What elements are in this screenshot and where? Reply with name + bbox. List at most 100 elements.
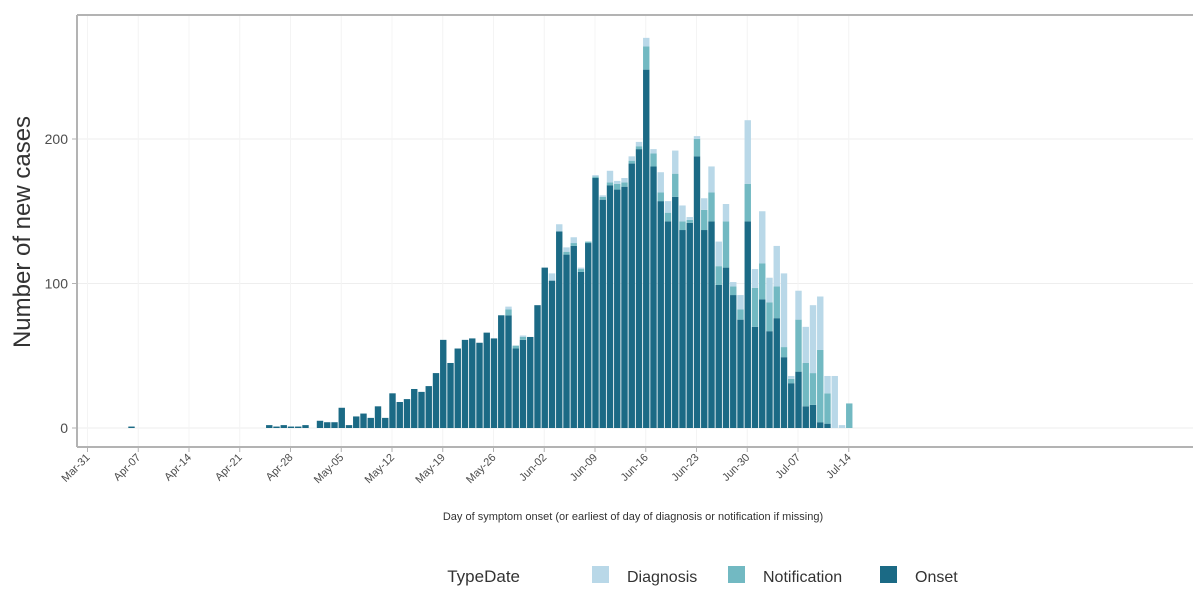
bar-diagnosis [650, 149, 657, 154]
bar-notification [780, 347, 788, 358]
bar-onset [360, 413, 367, 428]
bar-notification [563, 251, 570, 255]
bar-onset [715, 284, 722, 428]
bar-notification [802, 362, 809, 407]
bar-onset [353, 416, 360, 428]
y-tick-label: 200 [45, 131, 69, 147]
bar-notification [744, 183, 751, 222]
bar-diagnosis [737, 295, 744, 310]
bar-onset [563, 254, 570, 428]
bar-onset [316, 420, 324, 428]
bar-onset [295, 426, 302, 429]
bar-diagnosis [548, 273, 556, 281]
bar-notification [751, 287, 759, 327]
bar-onset [505, 315, 512, 428]
bar-diagnosis [817, 296, 824, 350]
bar-diagnosis [686, 217, 693, 220]
bar-onset [338, 407, 345, 428]
bar-diagnosis [599, 195, 606, 197]
bar-onset [461, 339, 469, 429]
bar-onset [534, 305, 541, 429]
bar-onset [788, 383, 795, 428]
x-tick-label: Apr-14 [162, 452, 194, 484]
bar-notification [686, 219, 693, 223]
bar-onset [795, 371, 802, 428]
bar-diagnosis [556, 224, 563, 232]
bar-diagnosis [701, 198, 708, 210]
bar-onset [432, 373, 440, 428]
bar-notification [701, 209, 708, 231]
bar-onset [708, 221, 715, 428]
bar-onset [664, 221, 672, 428]
bar-notification [657, 192, 664, 202]
bar-notification [650, 153, 657, 167]
bar-notification [592, 176, 599, 179]
legend-label-onset: Onset [915, 569, 958, 586]
bar-onset [556, 231, 563, 428]
bar-diagnosis [621, 178, 628, 183]
bar-onset [809, 404, 817, 428]
bar-diagnosis [592, 175, 599, 177]
bar-onset [585, 243, 592, 428]
x-tick-label: Jul-14 [824, 452, 854, 482]
bar-onset [287, 426, 295, 429]
bar-onset [519, 339, 527, 429]
bar-onset [302, 425, 309, 428]
bar-notification [824, 393, 831, 424]
x-tick-label: Mar-31 [59, 452, 92, 485]
x-tick-label: Apr-07 [112, 452, 144, 484]
bar-notification [585, 241, 592, 244]
bar-diagnosis [766, 277, 773, 303]
bar-diagnosis [664, 201, 672, 213]
bar-notification [788, 378, 795, 384]
bar-onset [374, 406, 382, 428]
x-tick-label: May-19 [413, 452, 447, 486]
bar-notification [759, 263, 766, 300]
bar-onset [722, 267, 730, 429]
x-tick-label: Jun-23 [669, 452, 701, 484]
bar-notification [737, 309, 744, 320]
bar-notification [614, 183, 621, 190]
bar-onset [577, 271, 585, 428]
x-tick-label: Jun-02 [517, 452, 549, 484]
legend-swatch-notification [728, 566, 745, 583]
bar-diagnosis [643, 37, 650, 47]
bar-diagnosis [715, 241, 722, 267]
bar-diagnosis [809, 305, 817, 374]
x-tick-label: Jun-16 [619, 452, 651, 484]
bar-onset [780, 357, 788, 428]
bar-onset [650, 166, 657, 428]
bar-notification [635, 146, 643, 150]
bar-diagnosis [679, 205, 686, 222]
bar-notification [766, 302, 773, 332]
bar-onset [744, 221, 751, 428]
bar-onset [345, 425, 353, 428]
bar-notification [809, 373, 817, 405]
bar-diagnosis [693, 136, 701, 139]
bar-onset [331, 422, 338, 428]
bar-onset [469, 338, 476, 428]
bar-onset [672, 196, 679, 428]
bar-notification [512, 345, 519, 349]
bar-diagnosis [751, 269, 759, 288]
bar-onset [592, 178, 599, 428]
bar-notification [599, 196, 606, 200]
bar-diagnosis [505, 306, 512, 310]
grid-layer [77, 15, 1193, 447]
bar-onset [679, 230, 686, 428]
bar-onset [447, 362, 454, 429]
bar-onset [280, 425, 287, 428]
bar-onset [628, 163, 635, 428]
bar-onset [527, 336, 534, 428]
bar-diagnosis [672, 150, 679, 174]
bar-onset [541, 267, 548, 429]
bar-onset [367, 417, 374, 428]
bar-onset [802, 406, 809, 428]
bar-notification [817, 349, 824, 423]
bar-diagnosis [722, 204, 730, 222]
bar-onset [454, 348, 461, 428]
x-tick-label: Apr-21 [213, 452, 245, 484]
bar-diagnosis [519, 335, 527, 337]
x-tick-label: Jun-30 [720, 452, 752, 484]
